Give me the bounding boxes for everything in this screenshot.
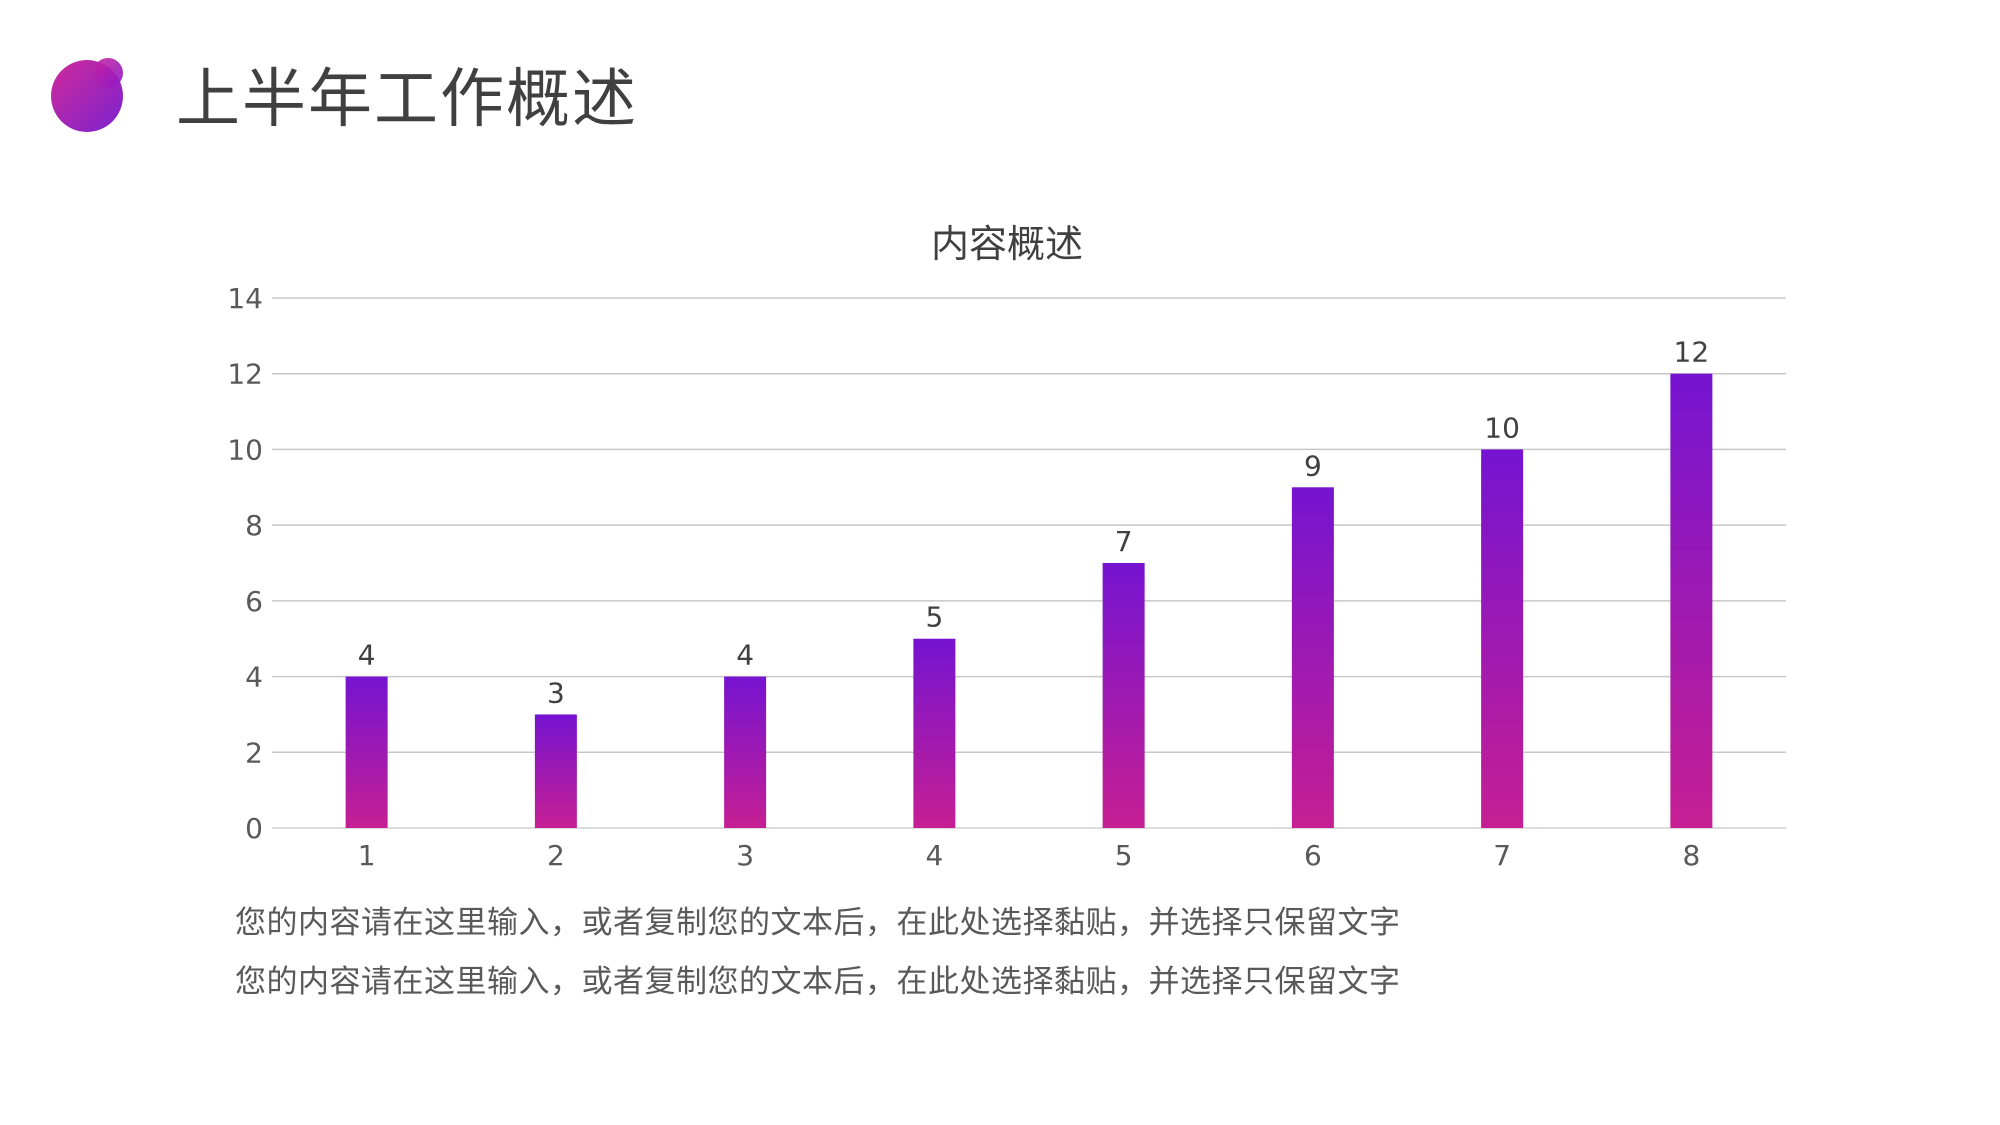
- y-tick-label: 0: [245, 812, 263, 845]
- y-tick-label: 10: [227, 433, 263, 466]
- x-tick-label: 4: [925, 839, 943, 872]
- y-tick-label: 12: [227, 358, 263, 391]
- data-label: 4: [736, 639, 754, 672]
- data-label: 4: [358, 639, 376, 672]
- x-tick-label: 1: [358, 839, 376, 872]
- bar: [913, 638, 956, 828]
- data-label: 12: [1674, 336, 1710, 369]
- bar: [724, 676, 767, 828]
- y-tick-label: 14: [227, 282, 263, 315]
- logo-icon: [51, 58, 123, 132]
- bar: [1670, 373, 1713, 828]
- body-text-line-1: 您的内容请在这里输入，或者复制您的文本后，在此处选择黏贴，并选择只保留文字: [235, 905, 1401, 941]
- data-label: 9: [1304, 449, 1322, 482]
- bar: [345, 676, 388, 828]
- chart-title: 内容概述: [931, 222, 1083, 266]
- x-tick-label: 3: [736, 839, 754, 872]
- bar: [534, 714, 577, 828]
- x-tick-label: 5: [1115, 839, 1133, 872]
- page-title: 上半年工作概述: [176, 63, 638, 137]
- y-tick-label: 4: [245, 661, 263, 694]
- y-tick-label: 6: [245, 585, 263, 618]
- x-tick-label: 6: [1304, 839, 1322, 872]
- data-label: 3: [547, 676, 565, 709]
- data-label: 5: [925, 601, 943, 634]
- bar: [1291, 487, 1334, 828]
- x-tick-label: 8: [1682, 839, 1700, 872]
- bar: [1481, 449, 1524, 828]
- data-label: 7: [1115, 525, 1133, 558]
- data-label: 10: [1484, 411, 1520, 444]
- y-tick-label: 2: [245, 736, 263, 769]
- bar: [1102, 563, 1145, 828]
- x-tick-label: 7: [1493, 839, 1511, 872]
- body-text-line-2: 您的内容请在这里输入，或者复制您的文本后，在此处选择黏贴，并选择只保留文字: [235, 964, 1401, 1000]
- y-tick-label: 8: [245, 509, 263, 542]
- x-tick-label: 2: [547, 839, 565, 872]
